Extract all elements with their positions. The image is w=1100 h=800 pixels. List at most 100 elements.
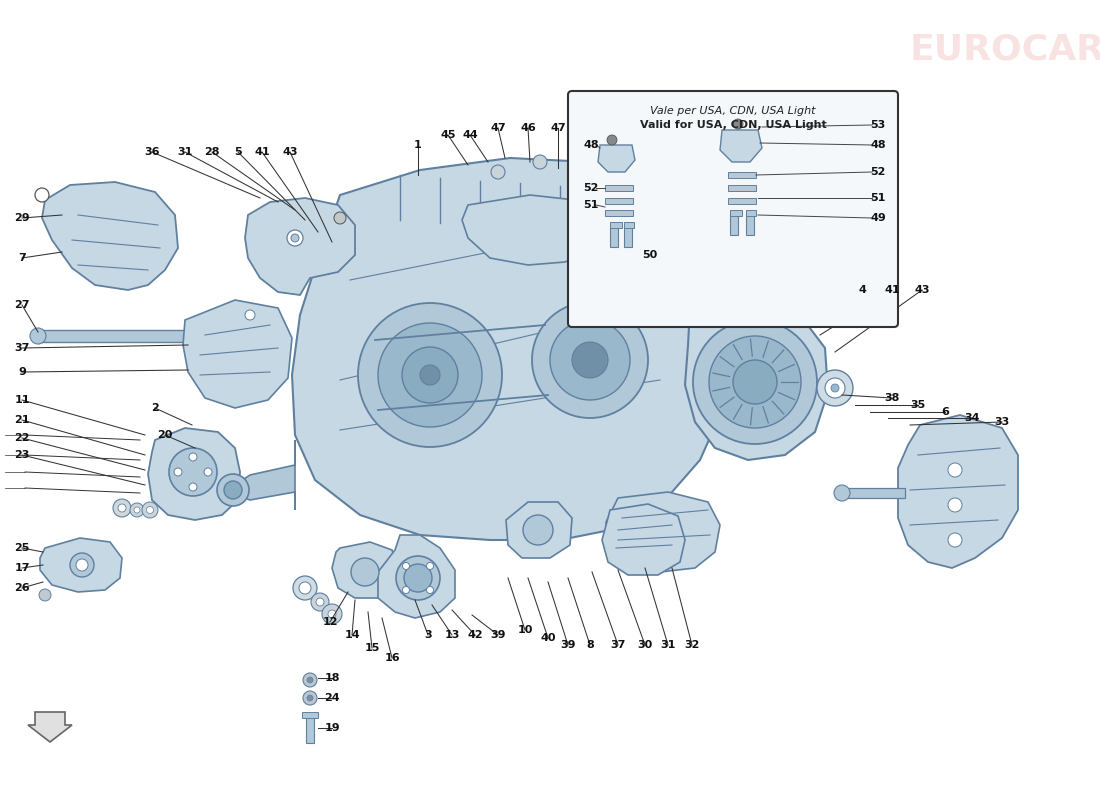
Circle shape	[396, 556, 440, 600]
Text: 45: 45	[440, 130, 455, 140]
Circle shape	[948, 463, 962, 477]
Text: 17: 17	[14, 563, 30, 573]
Text: 15: 15	[364, 643, 380, 653]
Text: 53: 53	[870, 120, 886, 130]
Text: 1: 1	[414, 140, 422, 150]
Circle shape	[70, 553, 94, 577]
Circle shape	[189, 453, 197, 461]
Bar	[624, 225, 632, 247]
Circle shape	[76, 559, 88, 571]
Text: 9: 9	[18, 367, 26, 377]
Circle shape	[358, 303, 502, 447]
Text: 50: 50	[642, 250, 658, 260]
Text: 51: 51	[583, 200, 598, 210]
Circle shape	[287, 230, 303, 246]
Circle shape	[204, 468, 212, 476]
Text: 39: 39	[560, 640, 575, 650]
Text: 48: 48	[870, 140, 886, 150]
Text: 18: 18	[324, 673, 340, 683]
Polygon shape	[28, 712, 72, 742]
Text: 38: 38	[884, 393, 900, 403]
Text: 7: 7	[18, 253, 26, 263]
Circle shape	[39, 589, 51, 601]
Circle shape	[532, 302, 648, 418]
Circle shape	[169, 448, 217, 496]
Text: 2: 2	[151, 403, 158, 413]
Text: 10: 10	[517, 625, 532, 635]
Text: 49: 49	[870, 213, 886, 223]
Polygon shape	[148, 428, 240, 520]
Text: 5: 5	[234, 147, 242, 157]
Circle shape	[334, 212, 346, 224]
Circle shape	[130, 503, 144, 517]
Bar	[605, 210, 632, 216]
Bar	[610, 222, 621, 228]
Bar	[746, 210, 756, 216]
Polygon shape	[235, 440, 295, 510]
Bar	[610, 225, 618, 247]
Text: 4: 4	[858, 285, 866, 295]
Text: 6: 6	[942, 407, 949, 417]
Text: 22: 22	[14, 433, 30, 443]
Circle shape	[302, 673, 317, 687]
Circle shape	[607, 135, 617, 145]
Text: 21: 21	[14, 415, 30, 425]
Text: 28: 28	[205, 147, 220, 157]
Text: 31: 31	[177, 147, 192, 157]
Text: 46: 46	[520, 123, 536, 133]
Text: 30: 30	[637, 640, 652, 650]
Text: 39: 39	[491, 630, 506, 640]
Text: 47: 47	[491, 123, 506, 133]
Circle shape	[351, 558, 380, 586]
Bar	[302, 712, 318, 718]
Circle shape	[404, 564, 432, 592]
Circle shape	[420, 365, 440, 385]
Text: 42: 42	[468, 630, 483, 640]
Polygon shape	[292, 158, 738, 540]
Text: 12: 12	[322, 617, 338, 627]
Bar	[624, 222, 634, 228]
Text: Valid for USA, CDN, USA Light: Valid for USA, CDN, USA Light	[639, 120, 826, 130]
Circle shape	[402, 347, 458, 403]
Circle shape	[403, 586, 409, 594]
Circle shape	[427, 586, 433, 594]
Bar	[845, 488, 905, 498]
Circle shape	[378, 323, 482, 427]
Circle shape	[550, 320, 630, 400]
Circle shape	[948, 498, 962, 512]
Circle shape	[322, 604, 342, 624]
Text: 37: 37	[610, 640, 626, 650]
Text: 29: 29	[14, 213, 30, 223]
Circle shape	[293, 576, 317, 600]
Circle shape	[189, 483, 197, 491]
Text: a passion for parts since 1985: a passion for parts since 1985	[350, 412, 690, 568]
Circle shape	[733, 119, 742, 129]
Text: 26: 26	[14, 583, 30, 593]
Polygon shape	[602, 504, 685, 575]
Circle shape	[118, 504, 127, 512]
Circle shape	[142, 502, 158, 518]
Circle shape	[146, 506, 154, 514]
Text: 25: 25	[14, 543, 30, 553]
Circle shape	[817, 370, 852, 406]
Circle shape	[113, 499, 131, 517]
Polygon shape	[378, 535, 455, 618]
Text: 8: 8	[586, 640, 594, 650]
Text: EUROCARS: EUROCARS	[910, 33, 1100, 67]
Circle shape	[316, 598, 324, 606]
Text: a passion: a passion	[354, 352, 606, 488]
Circle shape	[710, 336, 801, 428]
Polygon shape	[606, 492, 720, 572]
Bar	[746, 213, 754, 235]
Circle shape	[302, 691, 317, 705]
Circle shape	[572, 342, 608, 378]
Polygon shape	[332, 542, 398, 598]
Polygon shape	[898, 415, 1018, 568]
Polygon shape	[40, 538, 122, 592]
Text: 19: 19	[324, 723, 340, 733]
Text: 41: 41	[884, 285, 900, 295]
Text: 20: 20	[157, 430, 173, 440]
Circle shape	[522, 515, 553, 545]
Text: 13: 13	[444, 630, 460, 640]
Circle shape	[224, 481, 242, 499]
